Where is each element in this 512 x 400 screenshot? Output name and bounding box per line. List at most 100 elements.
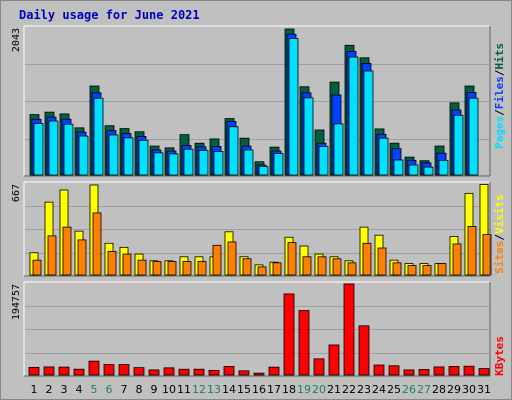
bar-kbytes-day-31 (478, 368, 490, 376)
bar-sites-day-9 (152, 261, 162, 276)
bar-sites-day-24 (377, 247, 387, 276)
bar-pages-day-6 (108, 134, 119, 176)
legend: Sites/Visits (493, 194, 506, 274)
x-tick-label-day-25: 25 (387, 383, 401, 396)
bar-sites-day-2 (47, 235, 57, 276)
x-tick-label-day-4: 4 (76, 383, 83, 396)
bar-pages-day-18 (288, 38, 299, 176)
x-tick-label-day-28: 28 (432, 383, 446, 396)
bar-kbytes-day-19 (298, 310, 310, 376)
bar-pages-day-19 (303, 97, 314, 176)
bar-kbytes-day-9 (148, 369, 160, 376)
bar-sites-day-14 (227, 241, 237, 276)
bar-kbytes-day-22 (343, 283, 355, 376)
bar-kbytes-day-26 (403, 369, 415, 376)
bar-pages-day-3 (63, 123, 74, 176)
bar-kbytes-day-18 (283, 293, 295, 376)
x-tick-label-day-24: 24 (372, 383, 386, 396)
bar-kbytes-day-2 (43, 366, 55, 376)
x-tick-label-day-10: 10 (162, 383, 176, 396)
x-tick-label-day-22: 22 (342, 383, 356, 396)
bar-pages-day-1 (33, 123, 44, 176)
bar-pages-day-13 (213, 151, 224, 176)
legend-hits: Hits (493, 43, 506, 70)
x-tick-label-day-3: 3 (61, 383, 68, 396)
x-tick-label-day-18: 18 (282, 383, 296, 396)
bar-pages-day-8 (138, 139, 149, 176)
bar-sites-day-31 (482, 234, 492, 276)
bar-sites-day-28 (437, 263, 447, 276)
bar-pages-day-5 (93, 97, 104, 176)
bar-pages-day-9 (153, 152, 164, 176)
x-tick-label-day-8: 8 (136, 383, 143, 396)
x-tick-label-day-7: 7 (121, 383, 128, 396)
panel-3: 194757 KBytes (11, 282, 506, 376)
bar-kbytes-day-7 (118, 364, 130, 376)
bar-kbytes-day-3 (58, 366, 70, 376)
bar-kbytes-day-14 (223, 366, 235, 376)
legend-separator: / (493, 109, 506, 116)
x-tick-label-day-5: 5 (91, 383, 98, 396)
plot-area (24, 182, 490, 276)
bar-kbytes-day-4 (73, 368, 85, 376)
bar-pages-day-16 (258, 166, 269, 176)
bar-pages-day-12 (198, 149, 209, 176)
bar-sites-day-19 (302, 256, 312, 276)
y-axis-max-label: 194757 (11, 284, 22, 320)
legend-sites: Sites (493, 241, 506, 274)
bar-kbytes-day-30 (463, 365, 475, 376)
y-axis-max-label: 2043 (11, 28, 22, 52)
bar-sites-day-20 (317, 256, 327, 276)
bar-kbytes-day-13 (208, 369, 220, 376)
bar-pages-day-11 (183, 148, 194, 176)
x-tick-label-day-23: 23 (357, 383, 371, 396)
bar-kbytes-day-25 (388, 365, 400, 376)
legend-visits: Visits (493, 194, 506, 234)
bar-sites-day-13 (212, 244, 222, 276)
bar-pages-day-29 (453, 114, 464, 176)
bar-pages-day-20 (318, 146, 329, 176)
legend-separator: / (493, 234, 506, 241)
legend-files: Files (493, 76, 506, 109)
x-tick-label-day-31: 31 (477, 383, 491, 396)
x-tick-label-day-14: 14 (222, 383, 236, 396)
x-tick-label-day-26: 26 (402, 383, 416, 396)
legend-pages: Pages (493, 116, 506, 149)
bar-sites-day-8 (137, 259, 147, 276)
x-tick-label-day-1: 1 (31, 383, 38, 396)
x-tick-label-day-27: 27 (417, 383, 431, 396)
legend-separator: / (493, 69, 506, 76)
x-tick-label-day-19: 19 (297, 383, 311, 396)
bar-sites-day-11 (182, 261, 192, 276)
x-tick-label-day-11: 11 (177, 383, 191, 396)
bar-sites-day-5 (92, 212, 102, 276)
bar-kbytes-day-29 (448, 366, 460, 376)
bar-sites-day-7 (122, 253, 132, 276)
bar-pages-day-23 (363, 70, 374, 176)
bar-sites-day-23 (362, 242, 372, 276)
bar-kbytes-day-1 (28, 366, 40, 376)
bar-pages-day-21 (333, 123, 344, 176)
x-tick-label-day-21: 21 (327, 383, 341, 396)
x-tick-label-day-30: 30 (462, 383, 476, 396)
bar-pages-day-17 (273, 153, 284, 176)
bar-sites-day-27 (422, 265, 432, 276)
bar-sites-day-12 (197, 261, 207, 276)
bar-pages-day-7 (123, 137, 134, 176)
x-tick-label-day-16: 16 (252, 383, 266, 396)
panel-2: 667 Sites/Visits (11, 182, 506, 276)
bar-pages-day-4 (78, 135, 89, 176)
bar-sites-day-17 (272, 262, 282, 276)
bar-pages-day-22 (348, 56, 359, 176)
x-tick-label-day-6: 6 (106, 383, 113, 396)
x-tick-label-day-29: 29 (447, 383, 461, 396)
legend: KBytes (493, 336, 506, 376)
bar-kbytes-day-21 (328, 344, 340, 376)
x-tick-label-day-15: 15 (237, 383, 251, 396)
bar-kbytes-day-27 (418, 369, 430, 376)
bar-kbytes-day-17 (268, 366, 280, 376)
bar-pages-day-25 (393, 159, 404, 176)
bar-pages-day-15 (243, 149, 254, 176)
bar-pages-day-30 (468, 97, 479, 176)
